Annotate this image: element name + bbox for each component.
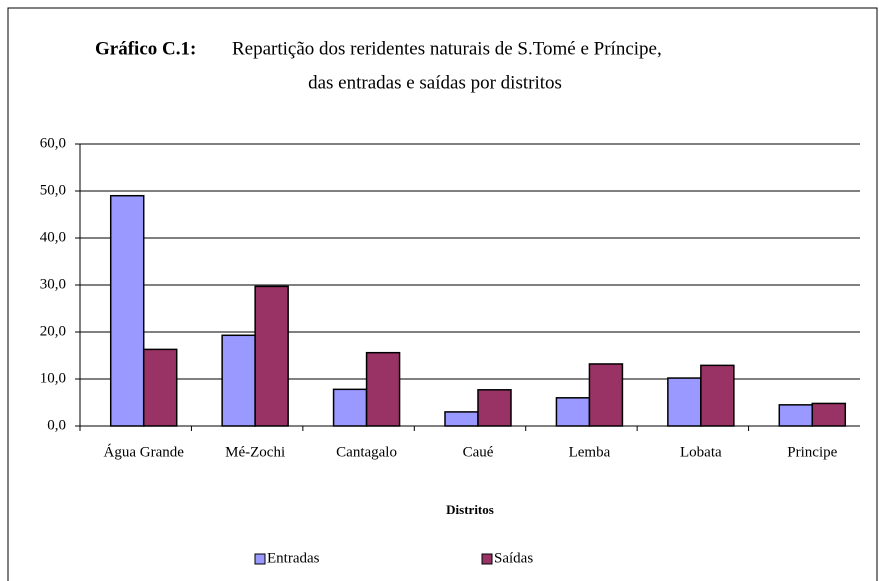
legend-label: Saídas (494, 550, 533, 566)
chart-title: Repartição dos reridentes naturais de S.… (232, 38, 662, 59)
bar (109, 194, 145, 427)
chart-title-label: Gráfico C.1: (95, 38, 196, 59)
y-tick-label: 50,0 (40, 182, 66, 198)
bar (365, 351, 401, 427)
bar (811, 402, 847, 427)
bar (332, 388, 368, 427)
y-tick-label: 30,0 (40, 276, 66, 292)
x-tick-label: Lobata (680, 444, 722, 460)
x-tick-label: Principe (787, 444, 837, 460)
x-axis-title: Distritos (446, 502, 494, 517)
bar (700, 364, 735, 427)
y-tick-label: 60,0 (40, 135, 66, 151)
legend-swatch (481, 553, 493, 565)
bar (444, 411, 479, 427)
bar (477, 389, 512, 427)
bar (254, 285, 289, 427)
legend-label: Entradas (267, 550, 320, 566)
x-tick-label: Cantagalo (336, 444, 397, 460)
y-tick-label: 0,0 (47, 417, 66, 433)
x-tick-label: Lemba (569, 444, 611, 460)
y-tick-label: 40,0 (40, 229, 66, 245)
y-tick-label: 10,0 (40, 370, 66, 386)
bar (142, 348, 178, 427)
legend-swatch (254, 553, 266, 565)
x-tick-label: Mé-Zochi (225, 444, 285, 460)
bar (778, 404, 814, 427)
bar (221, 334, 256, 427)
bar (588, 363, 624, 427)
chart-title: das entradas e saídas por distritos (308, 72, 562, 93)
x-tick-label: Caué (463, 444, 494, 460)
bar (667, 377, 702, 427)
x-tick-label: Água Grande (104, 443, 185, 460)
chart-frame (7, 7, 878, 581)
bar (555, 397, 591, 427)
y-tick-label: 20,0 (40, 323, 66, 339)
